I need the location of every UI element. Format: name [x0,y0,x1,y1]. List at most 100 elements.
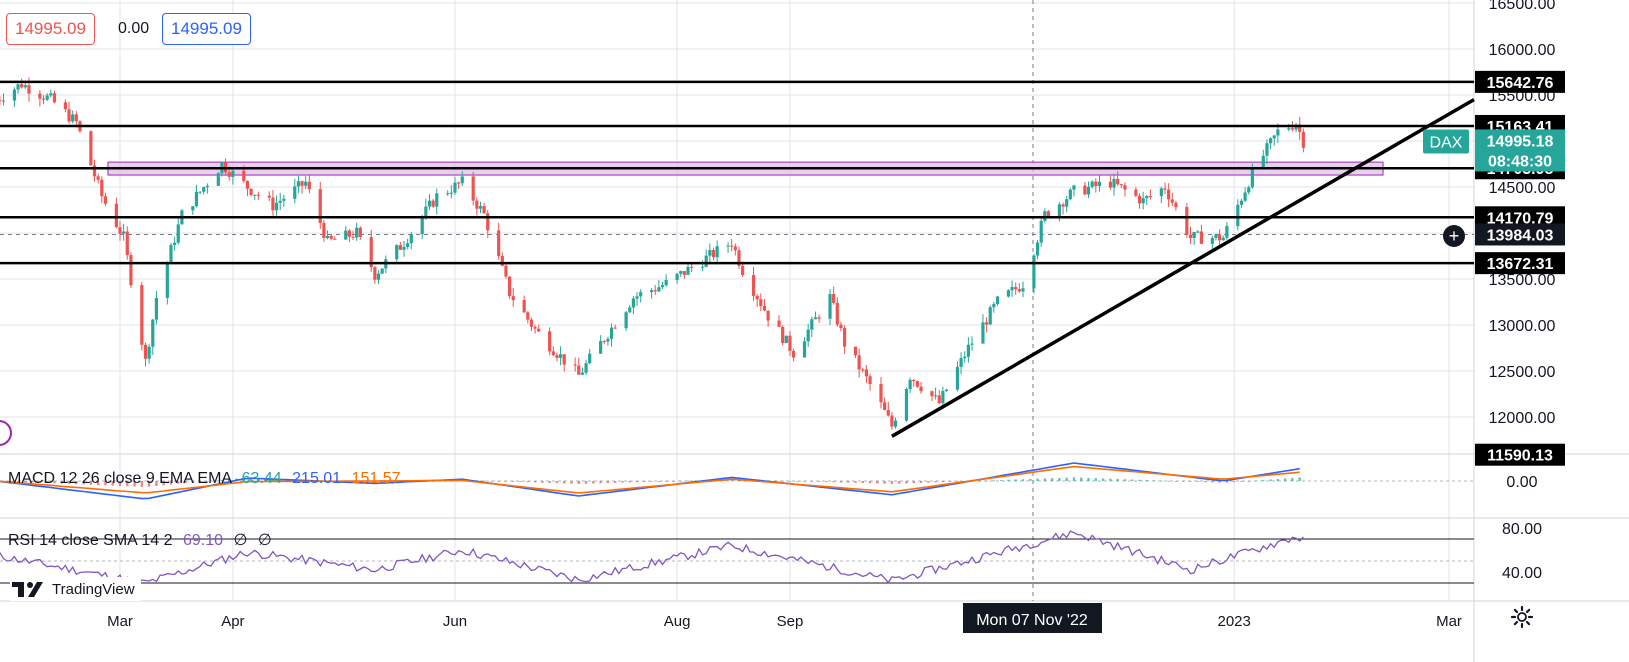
candle-body [810,319,814,330]
candle-body [1225,226,1229,238]
candle-body [650,290,654,293]
candle-body [857,355,861,370]
macd-histogram-bar [1203,481,1207,483]
countdown-tag-bg [1475,149,1565,172]
rsi-sma-value: ∅ [233,532,248,549]
macd-histogram-bar [999,480,1003,481]
symbol-tag-bg [1423,129,1469,154]
candle-body [981,322,985,344]
candle-body [1021,288,1025,292]
candle-body [1239,200,1244,205]
macd-histogram-bar [613,481,617,483]
candle-body [151,319,155,347]
candle-body [344,230,348,240]
macd-histogram-bar [38,481,42,483]
candle-body [100,179,104,197]
trendline[interactable] [891,98,1475,438]
candle-body [1196,231,1200,233]
candle-body [453,182,457,193]
candle-body [751,275,756,296]
candle-body [482,206,486,214]
settings-gear-icon[interactable] [1510,605,1534,629]
horizontal-levels[interactable] [0,80,1474,265]
candle-body [129,255,133,286]
rsi-extra-value: ∅ [257,532,272,549]
candle-body [864,369,869,377]
candle-body [806,329,810,342]
candle-body [118,227,122,234]
candle-body [242,170,246,181]
macd-histogram-bar [621,481,624,483]
macd-histogram-bar [533,481,537,483]
candle-body [427,200,432,207]
macd-histogram-bar [1240,481,1243,482]
macd-histogram-bar [570,481,573,484]
level-tag-text: 15642.76 [1487,75,1554,92]
time-tick-label: 2023 [1217,613,1250,630]
candle-body [71,114,75,122]
macd-histogram-bar [526,481,530,483]
candle-body [631,298,635,308]
candle-body [660,285,665,288]
macd-histogram-bar [694,480,697,482]
time-axis[interactable]: Mar Apr Jun Aug Sep 2023 Mar [107,613,1462,630]
candle-body [191,206,195,211]
macd-tick-label: 0.00 [1506,474,1537,491]
candle-body [304,181,308,186]
candle-body [231,170,235,177]
price-tick-label: 13500.00 [1489,272,1556,289]
macd-histogram-bar [380,481,384,484]
macd-histogram-bar [919,481,923,483]
sell-price-box[interactable]: 14995.09 [6,13,95,45]
tradingview-logo[interactable]: TradingView [10,577,141,601]
candle-body [868,376,872,385]
macd-histogram-bar [191,481,195,483]
macd-histogram-bar [1080,477,1083,481]
buy-price-box[interactable]: 14995.09 [162,13,251,45]
candle-body [1014,287,1018,290]
candle-body [970,343,974,345]
macd-histogram-bar [162,481,165,486]
candle-body [1057,204,1062,217]
candle-body [628,307,632,313]
candle-body [424,206,428,217]
candle-body [176,224,180,243]
macd-histogram-bar [1036,478,1039,481]
macd-histogram-bar [1291,477,1294,481]
candle-body [577,365,581,375]
level-tag: 15642.76 [1475,70,1565,93]
rsi-legend[interactable]: RSI 14 close SMA 14 2 69.10 ∅ ∅ [8,532,272,550]
crosshair-plus-icon[interactable]: + [1443,225,1465,247]
candle-body [988,307,992,325]
candle-body [639,292,643,297]
macd-legend[interactable]: MACD 12 26 close 9 EMA EMA 63.44 215.01 … [8,470,400,488]
candle-body [1145,196,1149,199]
candle-body [449,192,453,194]
rsi-value: 69.10 [182,532,224,549]
candle-body [227,172,231,177]
candle-body [1199,231,1204,244]
macd-histogram-bar [1058,477,1061,481]
macd-histogram-bar [1152,480,1156,482]
macd-histogram-bar [177,481,180,484]
macd-histogram-bar [1050,478,1054,481]
candle-body [194,191,199,207]
symbol-tag: DAX [1423,129,1469,154]
tradingview-logo-text: TradingView [52,580,135,598]
macd-histogram-bar [1094,478,1098,481]
macd-histogram-bar [781,480,784,482]
candle-body [114,203,118,228]
macd-histogram-bar [876,481,879,484]
candle-body [1108,181,1112,188]
candle-body [460,176,464,184]
candle-body [23,85,27,88]
candle-body [919,386,923,392]
candle-body [580,372,585,375]
candle-body [1119,184,1123,186]
level-tag-bg [1475,206,1565,229]
candle-body [198,191,202,193]
candle-body [67,109,71,122]
macd-histogram-bar [82,481,85,485]
candle-body [27,85,31,94]
